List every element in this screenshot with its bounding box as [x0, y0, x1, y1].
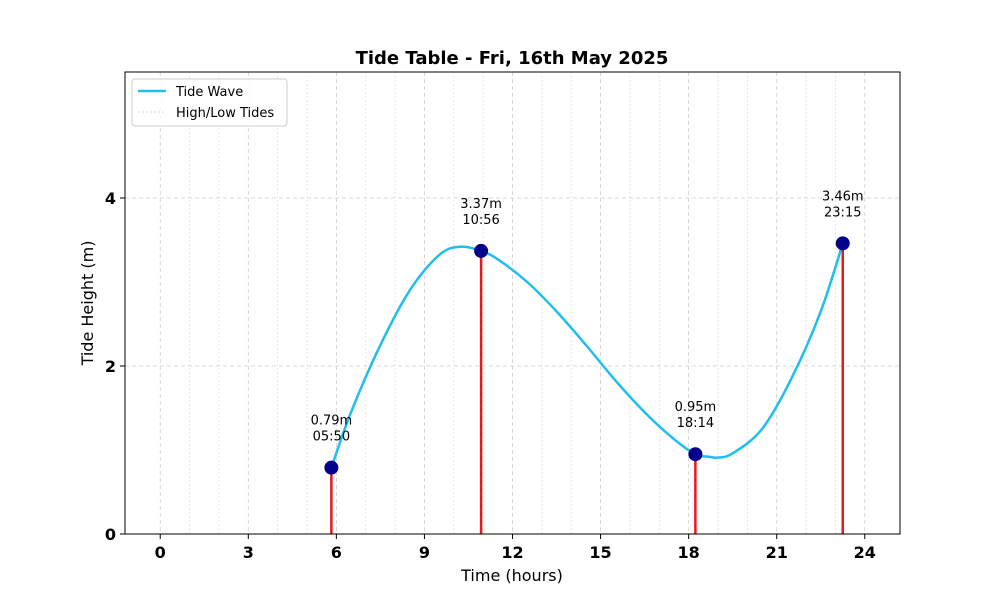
- x-tick-label: 18: [678, 543, 700, 562]
- tide-marker: [474, 243, 489, 258]
- tide-time-label: 18:14: [677, 416, 714, 431]
- x-tick-label: 6: [331, 543, 342, 562]
- y-axis-label: Tide Height (m): [78, 241, 97, 367]
- y-tick-label: 0: [105, 525, 116, 544]
- tide-time-label: 05:50: [313, 430, 350, 445]
- y-tick-label: 2: [105, 357, 116, 376]
- x-tick-label: 21: [766, 543, 788, 562]
- tide-time-label: 10:56: [462, 213, 499, 228]
- tide-marker: [324, 460, 339, 475]
- legend: Tide Wave High/Low Tides: [131, 78, 288, 127]
- x-axis-ticks: 0 3 6 9 12 15 18 21 24: [155, 534, 876, 562]
- legend-label-high-low-tides: High/Low Tides: [176, 106, 274, 121]
- tide-height-label: 3.37m: [460, 197, 502, 212]
- tide-marker: [835, 236, 850, 251]
- legend-label-tide-wave: Tide Wave: [175, 85, 243, 100]
- tide-marker: [688, 447, 703, 462]
- x-tick-label: 3: [243, 543, 254, 562]
- tide-height-label: 3.46m: [822, 189, 864, 204]
- grid-lines: [125, 72, 900, 535]
- legend-box: [131, 78, 288, 127]
- chart-title: Tide Table - Fri, 16th May 2025: [356, 48, 669, 69]
- x-tick-label: 9: [419, 543, 430, 562]
- y-axis-ticks: 0 2 4: [105, 189, 125, 544]
- x-tick-label: 0: [155, 543, 166, 562]
- tide-height-label: 0.95m: [675, 400, 717, 415]
- tide-time-label: 23:15: [824, 205, 861, 220]
- x-tick-label: 24: [854, 543, 876, 562]
- tide-wave-line: [330, 242, 844, 469]
- tide-stems: [330, 243, 845, 534]
- y-tick-label: 4: [105, 189, 116, 208]
- x-axis-label: Time (hours): [460, 566, 563, 585]
- tide-height-label: 0.79m: [311, 414, 353, 429]
- tide-markers: [324, 236, 850, 475]
- x-tick-label: 15: [589, 543, 611, 562]
- x-tick-label: 12: [501, 543, 523, 562]
